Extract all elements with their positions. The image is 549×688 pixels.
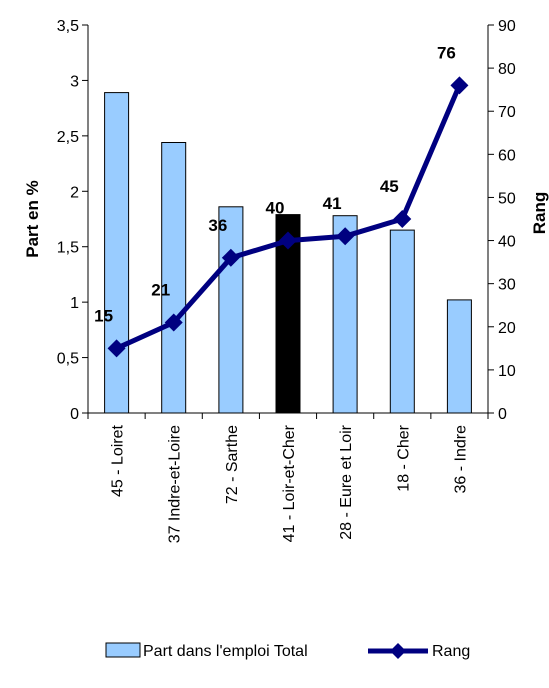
x-category-label: 41 - Loir-et-Cher	[281, 424, 298, 542]
rang-data-label: 15	[94, 306, 113, 325]
legend-line-label: Rang	[432, 643, 470, 660]
bars-group	[104, 92, 472, 414]
x-category-label: 72 - Sarthe	[224, 425, 241, 504]
legend: Part dans l'emploi Total Rang	[105, 642, 470, 660]
y-right-tick-label: 50	[498, 190, 516, 207]
rang-data-label: 76	[437, 43, 456, 62]
rang-marker	[450, 76, 469, 95]
rang-marker	[336, 227, 355, 246]
bar	[332, 215, 358, 414]
y-tick-label: 1,5	[57, 240, 79, 257]
rang-data-label: 36	[208, 216, 227, 235]
bar	[104, 92, 130, 414]
rang-data-label: 40	[266, 199, 285, 218]
bar	[389, 229, 415, 414]
x-category-label: 18 - Cher	[395, 424, 412, 491]
rang-data-label: 45	[380, 177, 399, 196]
y-tick-label: 0,5	[57, 351, 79, 368]
y-right-tick-label: 0	[498, 406, 507, 423]
legend-bar-swatch	[105, 642, 141, 658]
y-right-axis-title: Rang	[530, 192, 549, 235]
rang-marker	[279, 231, 297, 250]
y-tick-label: 2,5	[57, 129, 79, 146]
bar	[218, 206, 244, 414]
rang-marker	[221, 248, 240, 267]
y-tick-label: 3	[70, 73, 79, 90]
bar	[446, 299, 472, 414]
x-category-label: 28 - Eure et Loir	[338, 424, 355, 539]
y-tick-label: 0	[70, 406, 79, 423]
y-right-tick-label: 70	[498, 104, 516, 121]
legend-bar-label: Part dans l'emploi Total	[143, 643, 308, 660]
y-axis-title: Part en %	[23, 180, 42, 257]
axes-group: 0 0,5 1 1,5 2 2,5 3 3,5 0 10 20 30 40 50 60 70 80 90 45 - …	[23, 18, 549, 543]
x-category-label: 36 - Indre	[452, 425, 469, 494]
y-right-tick-label: 30	[498, 277, 516, 294]
y-right-tick-label: 20	[498, 320, 516, 337]
y-right-tick-label: 40	[498, 234, 516, 251]
labels-group: 15 21 36 40 41 45 76	[94, 43, 456, 325]
y-tick-label: 3,5	[57, 18, 79, 35]
y-tick-label: 2	[70, 184, 79, 201]
rang-data-label: 41	[323, 194, 342, 213]
y-tick-label: 1	[70, 295, 79, 312]
y-right-tick-label: 90	[498, 18, 516, 35]
x-category-label: 37 Indre-et-Loire	[167, 425, 184, 543]
legend-line-marker	[390, 643, 406, 659]
rang-marker	[164, 313, 183, 332]
rang-marker	[107, 339, 126, 358]
rang-line-group	[107, 76, 469, 358]
bar	[161, 142, 187, 414]
rang-data-label: 21	[151, 280, 170, 299]
y-right-tick-label: 60	[498, 147, 516, 164]
rang-marker	[393, 210, 412, 228]
y-right-tick-label: 80	[498, 61, 516, 78]
x-category-label: 45 - Loiret	[110, 424, 127, 497]
y-right-tick-label: 10	[498, 363, 516, 380]
